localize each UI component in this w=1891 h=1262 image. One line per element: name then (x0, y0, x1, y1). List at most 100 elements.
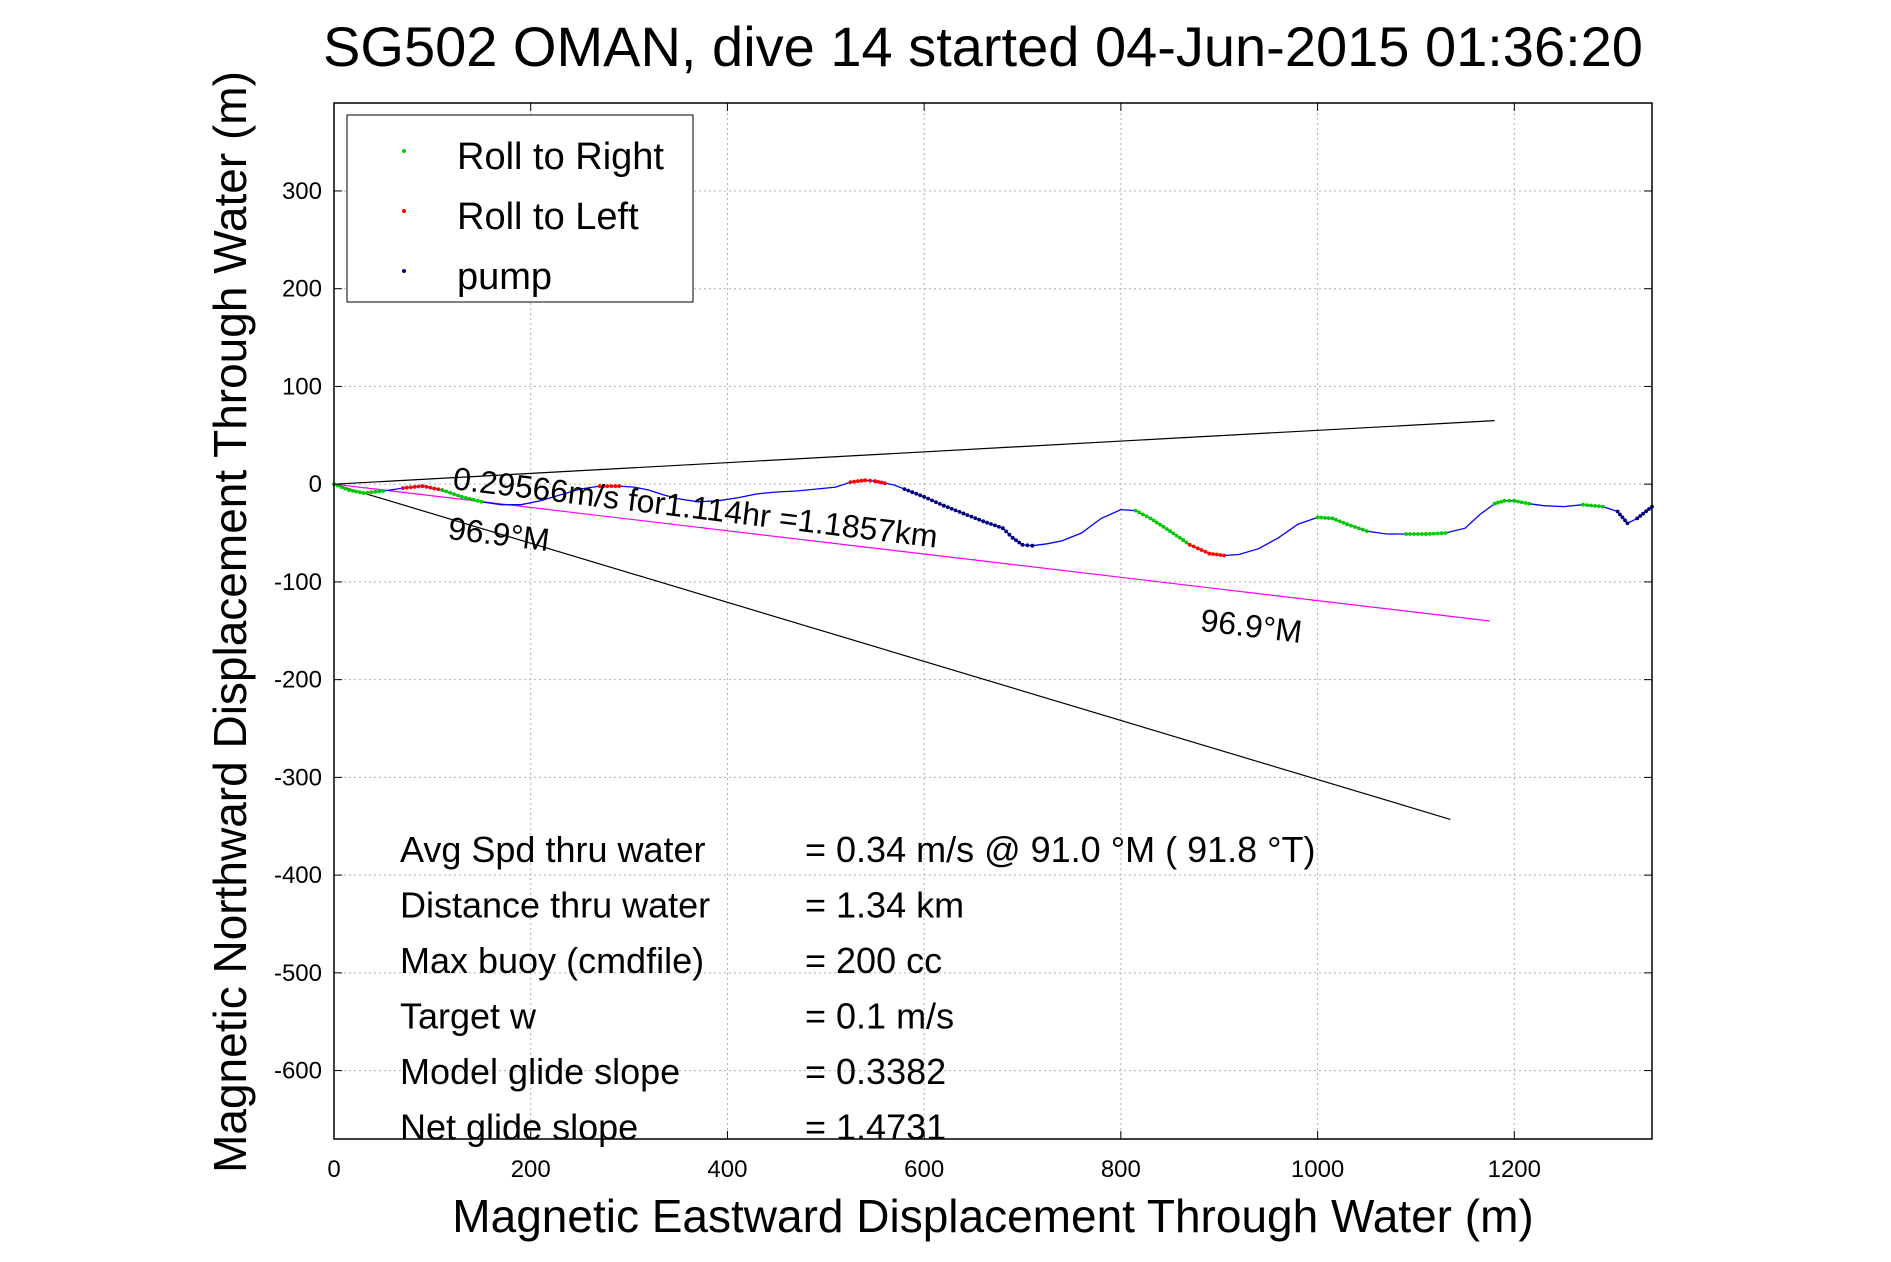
track-point (369, 490, 374, 495)
stat-value: = 1.34 km (805, 885, 964, 926)
track-point (1151, 518, 1156, 523)
track-point (855, 479, 860, 484)
track-point (479, 499, 484, 504)
stat-label: Max buoy (cmdfile) (400, 940, 704, 981)
stat-label: Distance thru water (400, 885, 710, 926)
track-point (1512, 498, 1517, 503)
stat-value: = 0.3382 (805, 1051, 946, 1092)
track-point (941, 503, 946, 508)
stat-label: Avg Spd thru water (400, 829, 706, 870)
track-point (1161, 524, 1166, 529)
track-point (365, 490, 370, 495)
track-point (949, 506, 954, 511)
track-point (981, 519, 986, 524)
track-point (377, 489, 382, 494)
track-point (1004, 529, 1008, 534)
track-point (381, 489, 386, 493)
track-point (1593, 504, 1597, 508)
track-point (1199, 548, 1204, 552)
track-point (1499, 499, 1504, 504)
track-point (1030, 543, 1035, 548)
y-tick-label: -600 (274, 1058, 322, 1085)
track-point (1178, 536, 1182, 540)
segment-pump (902, 487, 1035, 548)
track-point (1615, 509, 1620, 514)
track-point (953, 508, 958, 513)
track-point (452, 492, 456, 496)
track-point (1181, 538, 1186, 543)
y-axis-ticks: 300 200 100 0 -100 -200 -300 -400 -500 -600 (274, 178, 1652, 1085)
x-tick-label: 200 (511, 1156, 551, 1183)
track-point (456, 493, 460, 498)
track-point (1492, 501, 1497, 506)
track-point (1502, 498, 1507, 503)
track-point (1412, 532, 1416, 536)
track-point (1431, 531, 1436, 536)
track-point (938, 502, 942, 506)
track-point (906, 488, 911, 493)
track-point (1020, 542, 1025, 547)
track-point (424, 485, 429, 489)
track-point (373, 489, 378, 494)
track-point (977, 517, 982, 522)
track-point (1184, 540, 1189, 545)
track-point (404, 485, 409, 490)
track-point (848, 480, 853, 485)
track-point (859, 478, 864, 483)
track-point (1007, 532, 1012, 537)
track-point (1345, 522, 1349, 527)
track-point (1191, 544, 1196, 549)
track-point (1353, 525, 1357, 529)
track-point (882, 481, 887, 486)
track-point (1496, 500, 1500, 505)
x-tick-label: 1000 (1291, 1156, 1344, 1183)
track-point (475, 498, 480, 503)
x-tick-label: 800 (1101, 1156, 1141, 1183)
track-point (609, 484, 614, 488)
track-point (1523, 501, 1528, 505)
y-tick-label: -500 (274, 960, 322, 987)
track-point (934, 500, 938, 505)
track-point (910, 490, 915, 495)
track-point (1141, 512, 1145, 517)
legend-marker (402, 269, 406, 273)
track-series (332, 478, 1654, 558)
track-point (1222, 553, 1226, 558)
track-point (1155, 520, 1159, 525)
track-point (1334, 517, 1338, 522)
track-point (467, 496, 472, 501)
track-point (1589, 503, 1593, 508)
track-point (914, 491, 919, 496)
track-point (1364, 529, 1369, 533)
track-point (597, 484, 602, 488)
track-point (876, 480, 881, 484)
y-tick-label: 0 (309, 471, 322, 498)
track-point (1644, 509, 1648, 514)
track-point (460, 495, 464, 499)
track-point (863, 478, 867, 483)
track-point (1017, 540, 1022, 545)
track-point (1010, 536, 1015, 540)
segment-roll-to-left (597, 484, 622, 488)
bearing-upper-line (333, 420, 1495, 485)
chart-title: SG502 OMAN, dive 14 started 04-Jun-2015 … (323, 15, 1643, 78)
legend-label: pump (457, 256, 552, 298)
track-point (993, 523, 997, 528)
track-point (1000, 526, 1005, 531)
track-point (918, 493, 923, 498)
track-point (1618, 512, 1622, 517)
segment-roll-to-right (1315, 515, 1369, 533)
track-point (339, 485, 344, 489)
stat-value: = 1.4731 (805, 1107, 946, 1148)
track-point (1349, 523, 1353, 528)
track-point (471, 497, 476, 502)
track-point (1620, 515, 1625, 520)
track-point (868, 478, 872, 483)
track-point (1408, 532, 1412, 536)
reference-lines (333, 420, 1495, 820)
track-point (613, 484, 618, 488)
track-point (1527, 501, 1531, 506)
track-point (1133, 508, 1138, 513)
x-tick-label: 1200 (1488, 1156, 1541, 1183)
